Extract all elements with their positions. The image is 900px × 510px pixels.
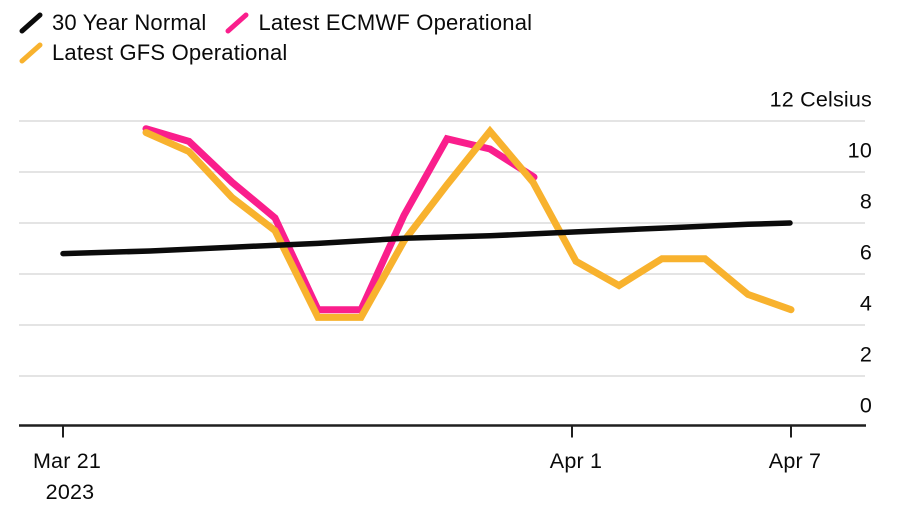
legend-label-30-year-normal: 30 Year Normal <box>52 10 207 35</box>
y-tick-label-4: 4 <box>860 292 872 316</box>
series-line-normal <box>60 220 793 257</box>
legend-item-30-year-normal: 30 Year Normal <box>18 9 206 36</box>
y-tick-label-6: 6 <box>860 241 872 265</box>
legend-row-2: Latest GFS Operational <box>18 39 532 66</box>
legend-label-ecmwf: Latest ECMWF Operational <box>258 10 533 35</box>
gfs-line-swatch-icon <box>19 42 43 63</box>
y-tick-label-12: 12 Celsius <box>770 88 872 112</box>
x-tick-label-2: Apr 7 <box>769 449 821 473</box>
x-tick-label-1: Apr 1 <box>550 449 602 473</box>
series-line-ecmwf <box>142 125 538 314</box>
x-tick-label-0: Mar 21 <box>33 449 101 473</box>
legend-item-ecmwf: Latest ECMWF Operational <box>224 9 532 36</box>
series-line-gfs <box>142 125 795 321</box>
x-tick-sublabel-0: 2023 <box>46 480 95 504</box>
ecmwf-line-swatch-icon <box>225 12 249 33</box>
chart-legend: 30 Year Normal Latest ECMWF Operational … <box>18 9 532 66</box>
y-tick-label-2: 2 <box>860 343 872 367</box>
y-tick-label-10: 10 <box>848 139 872 163</box>
legend-label-gfs: Latest GFS Operational <box>52 40 288 65</box>
y-tick-label-0: 0 <box>860 394 872 418</box>
legend-row-1: 30 Year Normal Latest ECMWF Operational <box>18 9 532 36</box>
normal-line-swatch-icon <box>19 12 43 33</box>
legend-item-gfs: Latest GFS Operational <box>18 39 288 66</box>
y-tick-label-8: 8 <box>860 190 872 214</box>
